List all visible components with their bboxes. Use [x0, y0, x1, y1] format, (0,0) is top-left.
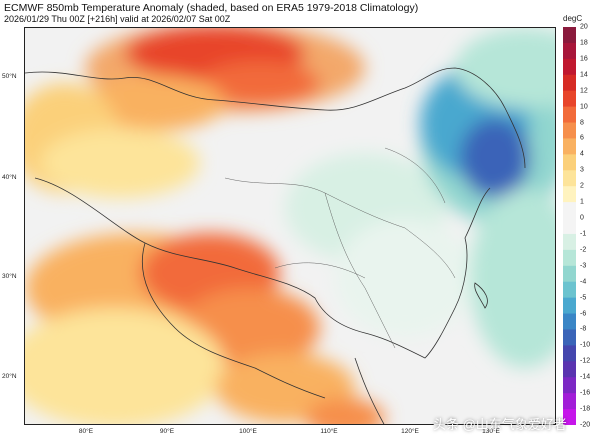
country-borders [25, 67, 526, 424]
colorbar-unit: degC [563, 14, 583, 23]
colorbar-tick-label: 10 [580, 103, 588, 111]
lat-label: 20°N [2, 373, 17, 380]
map-canvas [25, 28, 555, 424]
colorbar-segment [563, 138, 576, 155]
colorbar-segment [563, 393, 576, 410]
colorbar-segment [563, 329, 576, 346]
colorbar-tick-label: 18 [580, 39, 588, 47]
colorbar-segment [563, 170, 576, 187]
colorbar [563, 27, 576, 425]
colorbar-tick-label: -4 [580, 278, 587, 286]
lon-label: 100°E [239, 428, 257, 435]
colorbar-tick-label: 1 [580, 198, 584, 206]
colorbar-segment [563, 281, 576, 299]
colorbar-tick-label: -20 [580, 421, 591, 429]
anomaly-shading [25, 28, 555, 424]
colorbar-tick-label: 6 [580, 134, 584, 142]
colorbar-segment [563, 409, 576, 425]
colorbar-segment [563, 265, 576, 283]
colorbar-tick-label: -6 [580, 310, 587, 318]
lon-label: 130°E [482, 428, 500, 435]
colorbar-tick-label: -8 [580, 325, 587, 333]
colorbar-tick-label: 4 [580, 150, 584, 158]
valid-time-subtitle: 2026/01/29 Thu 00Z [+216h] valid at 2026… [4, 14, 231, 24]
colorbar-segment [563, 202, 576, 219]
lat-label: 50°N [2, 73, 17, 80]
colorbar-tick-label: 2 [580, 182, 584, 190]
colorbar-segment [563, 27, 576, 44]
colorbar-tick-label: -5 [580, 294, 587, 302]
anomaly-map [24, 27, 556, 425]
lat-label: 30°N [2, 273, 17, 280]
colorbar-segment [563, 186, 576, 203]
province-borders [224, 147, 456, 349]
colorbar-tick-label: 14 [580, 71, 588, 79]
colorbar-segment [563, 154, 576, 171]
lat-label: 40°N [2, 174, 17, 181]
colorbar-segment [563, 377, 576, 394]
colorbar-tick-label: -1 [580, 230, 587, 238]
colorbar-tick-label: -10 [580, 341, 591, 349]
colorbar-tick-label: 16 [580, 55, 588, 63]
colorbar-tick-label: -16 [580, 389, 591, 397]
colorbar-segment [563, 361, 576, 378]
colorbar-tick-label: -14 [580, 373, 591, 381]
colorbar-tick-label: -18 [580, 405, 591, 413]
colorbar-tick-label: 3 [580, 166, 584, 174]
colorbar-tick-label: -2 [580, 246, 587, 254]
lon-label: 110°E [320, 428, 338, 435]
lon-label: 120°E [401, 428, 419, 435]
colorbar-tick-label: 12 [580, 87, 588, 95]
colorbar-tick-label: 20 [580, 23, 588, 31]
colorbar-segment [563, 249, 576, 267]
colorbar-segment [563, 345, 576, 362]
colorbar-segment [563, 122, 576, 139]
colorbar-segment [563, 106, 576, 124]
colorbar-segment [563, 58, 576, 76]
colorbar-segment [563, 74, 576, 92]
map-title: ECMWF 850mb Temperature Anomaly (shaded,… [4, 2, 419, 14]
colorbar-tick-label: -12 [580, 357, 591, 365]
watermark-text: 头条 @山东气象爱好者 [433, 417, 567, 432]
lon-label: 90°E [159, 428, 175, 435]
colorbar-segment [563, 233, 576, 251]
colorbar-tick-label: 0 [580, 214, 584, 222]
colorbar-segment [563, 90, 576, 108]
colorbar-segment [563, 42, 576, 60]
colorbar-tick-label: -3 [580, 262, 587, 270]
colorbar-tick-label: 8 [580, 119, 584, 127]
lon-label: 80°E [78, 428, 94, 435]
colorbar-segment [563, 313, 576, 330]
watermark: 头条 @山东气象爱好者 [433, 414, 567, 433]
colorbar-segment [563, 297, 576, 315]
colorbar-segment [563, 218, 576, 235]
